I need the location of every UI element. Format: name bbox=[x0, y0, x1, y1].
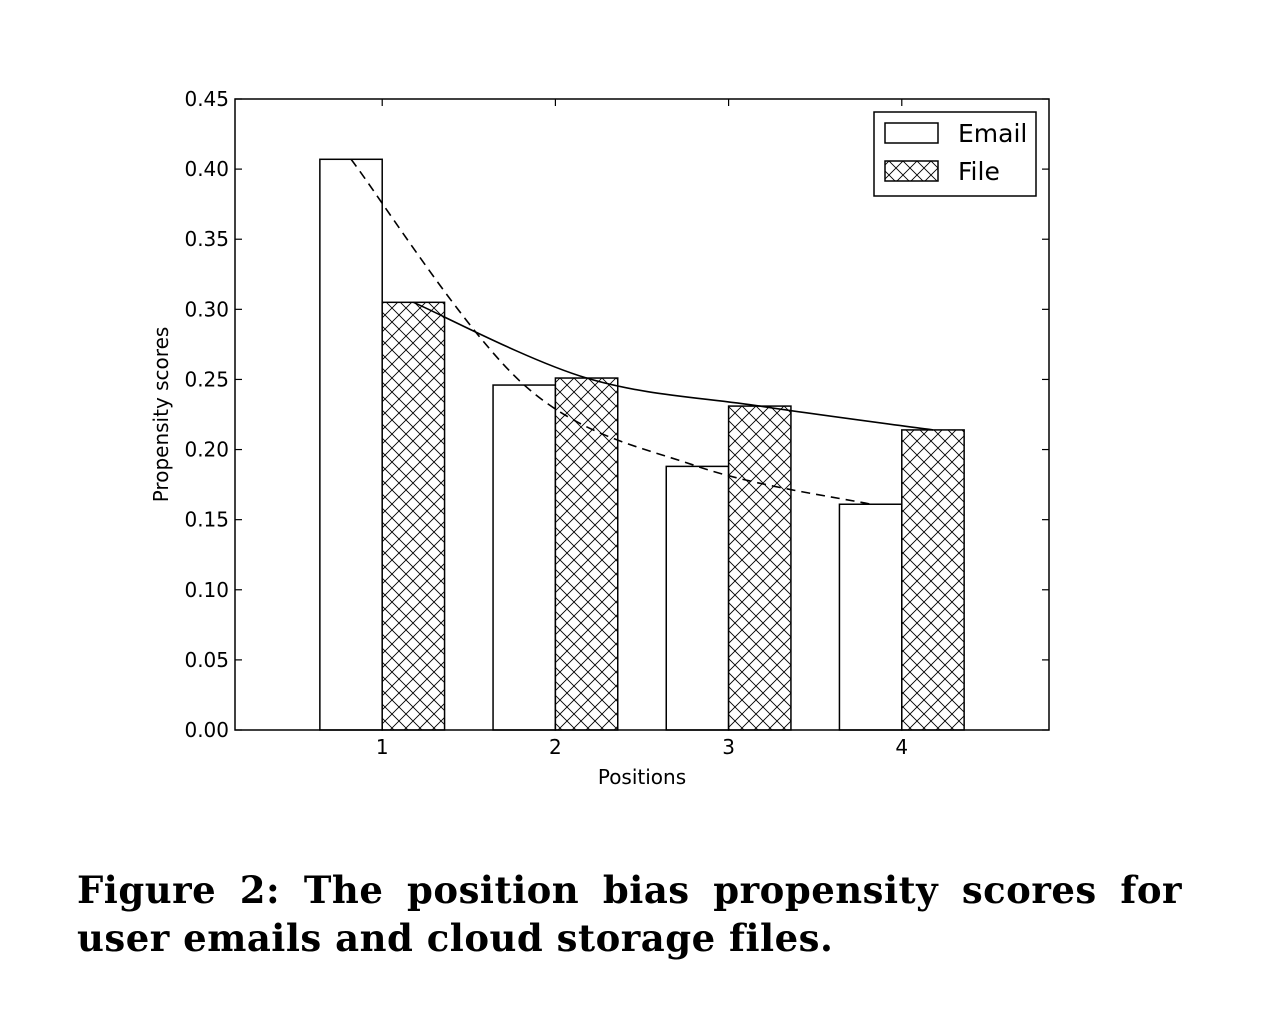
x-tick-label: 4 bbox=[895, 735, 908, 759]
y-tick-label: 0.45 bbox=[184, 87, 229, 111]
y-tick-label: 0.10 bbox=[184, 578, 229, 602]
y-tick-label: 0.05 bbox=[184, 648, 229, 672]
trend-lines-layer bbox=[350, 158, 934, 506]
bar-email-4 bbox=[838, 503, 903, 731]
bar-email-2 bbox=[492, 384, 557, 731]
figure-caption: Figure 2: The position bias propensity s… bbox=[77, 868, 1182, 960]
legend-label-file: File bbox=[958, 157, 1000, 186]
bar-file-2 bbox=[554, 377, 619, 731]
y-tick-label: 0.40 bbox=[184, 157, 229, 181]
legend-frame bbox=[873, 111, 1037, 197]
x-axis-label: Positions bbox=[598, 765, 686, 789]
x-tick-label: 1 bbox=[376, 735, 389, 759]
bar-file-1 bbox=[381, 301, 446, 731]
legend-swatch-file bbox=[884, 160, 939, 182]
bar-email-3 bbox=[665, 465, 730, 731]
legend-label-email: Email bbox=[958, 119, 1027, 148]
legend-swatch-email bbox=[884, 122, 939, 144]
y-tick-label: 0.30 bbox=[184, 297, 229, 321]
y-tick-label: 0.20 bbox=[184, 438, 229, 462]
plot-frame bbox=[234, 98, 1050, 731]
trend-line-email bbox=[350, 158, 871, 506]
y-tick-label: 0.00 bbox=[184, 718, 229, 742]
y-tick-label: 0.35 bbox=[184, 227, 229, 251]
legend: Email File bbox=[873, 111, 1037, 197]
bars-layer bbox=[319, 158, 965, 731]
y-tick-label: 0.25 bbox=[184, 367, 229, 391]
y-tick-label: 0.15 bbox=[184, 508, 229, 532]
trend-line-file bbox=[413, 301, 934, 431]
bar-email-1 bbox=[319, 158, 383, 731]
y-axis-label: Propensity scores bbox=[149, 327, 173, 503]
x-tick-label: 2 bbox=[549, 735, 562, 759]
propensity-chart: 0.00 0.05 0.10 0.15 0.20 0.25 0.30 0.35 0.40 0.45… bbox=[149, 87, 1050, 789]
x-tick-label: 3 bbox=[722, 735, 735, 759]
ticks-layer: 0.00 0.05 0.10 0.15 0.20 0.25 0.30 0.35 0.40 0.45… bbox=[184, 87, 1049, 759]
bar-file-3 bbox=[727, 405, 792, 731]
bar-file-4 bbox=[901, 429, 965, 731]
